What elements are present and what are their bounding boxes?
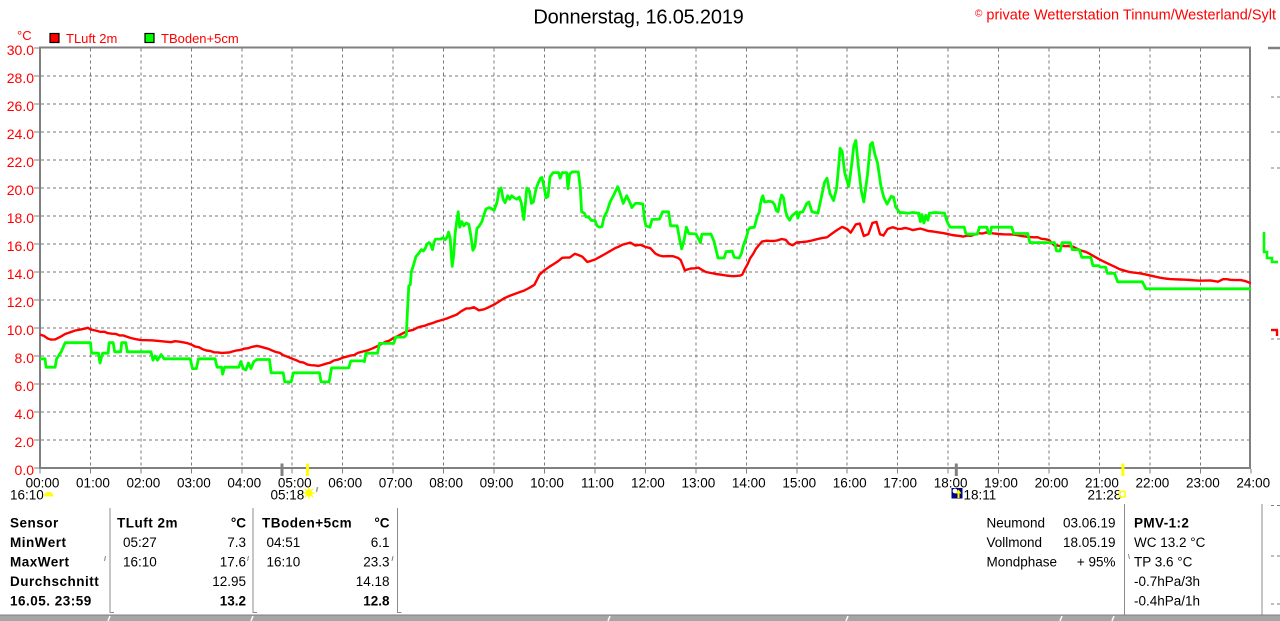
- svg-text:02:00: 02:00: [127, 476, 161, 491]
- svg-text:6.0: 6.0: [15, 378, 35, 394]
- svg-text:+ 95%: + 95%: [1077, 555, 1116, 570]
- svg-text:03:00: 03:00: [177, 476, 211, 491]
- svg-text:°C: °C: [17, 28, 32, 43]
- svg-text:17:00: 17:00: [883, 476, 917, 491]
- svg-text:07:00: 07:00: [379, 476, 413, 491]
- svg-text:23:00: 23:00: [1186, 476, 1220, 491]
- svg-text:18.0: 18.0: [7, 210, 34, 226]
- svg-text:05:27: 05:27: [123, 535, 157, 550]
- svg-text:-0.7hPa/3h: -0.7hPa/3h: [1134, 574, 1200, 589]
- svg-text:8.0: 8.0: [15, 350, 35, 366]
- svg-text:09:00: 09:00: [480, 476, 514, 491]
- svg-text:08:00: 08:00: [429, 476, 463, 491]
- svg-text:TLuft 2m: TLuft 2m: [117, 516, 178, 531]
- svg-text:05:18: 05:18: [271, 488, 305, 503]
- svg-text:Vollmond: Vollmond: [987, 535, 1043, 550]
- svg-text:4.0: 4.0: [15, 406, 35, 422]
- svg-text:TLuft 2m: TLuft 2m: [66, 31, 117, 46]
- svg-text:13:00: 13:00: [681, 476, 715, 491]
- svg-text:21:00: 21:00: [1085, 476, 1119, 491]
- svg-text:Durchschnitt: Durchschnitt: [10, 574, 99, 589]
- svg-text:Neumond: Neumond: [987, 516, 1046, 531]
- svg-text:TBoden+5cm: TBoden+5cm: [161, 31, 239, 46]
- svg-text:06:00: 06:00: [328, 476, 362, 491]
- svg-text:16.0: 16.0: [7, 238, 34, 254]
- svg-text:18:11: 18:11: [964, 488, 997, 503]
- svg-text:0.0: 0.0: [15, 462, 35, 478]
- svg-text:18:00: 18:00: [934, 476, 968, 491]
- svg-text:28.0: 28.0: [7, 70, 34, 86]
- svg-text:01:00: 01:00: [76, 476, 110, 491]
- svg-text:6.1: 6.1: [371, 535, 390, 550]
- svg-text:2.0: 2.0: [15, 434, 35, 450]
- svg-text:00:00: 00:00: [26, 476, 60, 491]
- svg-text:°C: °C: [231, 516, 246, 531]
- svg-text:© private Wetterstation Tinnum: © private Wetterstation Tinnum/Westerlan…: [975, 8, 1276, 24]
- svg-text:17.6: 17.6: [220, 555, 246, 570]
- svg-text:30.0: 30.0: [7, 42, 34, 58]
- svg-text:04:00: 04:00: [227, 476, 261, 491]
- svg-text:18.05.19: 18.05.19: [1063, 535, 1116, 550]
- svg-text:20.0: 20.0: [7, 182, 34, 198]
- svg-text:7.3: 7.3: [227, 535, 246, 550]
- svg-text:05:00: 05:00: [278, 476, 312, 491]
- svg-text:15:00: 15:00: [782, 476, 816, 491]
- svg-text:23.3: 23.3: [363, 555, 389, 570]
- svg-text:24:00: 24:00: [1236, 476, 1270, 491]
- svg-text:MinWert: MinWert: [10, 535, 67, 550]
- svg-text:10.0: 10.0: [7, 322, 34, 338]
- svg-text:Sensor: Sensor: [10, 516, 59, 531]
- svg-text:22:00: 22:00: [1136, 476, 1170, 491]
- svg-text:-0.4hPa/1h: -0.4hPa/1h: [1134, 594, 1200, 609]
- svg-text:MaxWert: MaxWert: [10, 555, 70, 570]
- svg-text:16:10: 16:10: [123, 555, 157, 570]
- svg-text:Donnerstag, 16.05.2019: Donnerstag, 16.05.2019: [533, 7, 743, 29]
- svg-text:19:00: 19:00: [984, 476, 1018, 491]
- svg-text:16.05. 23:59: 16.05. 23:59: [10, 594, 92, 609]
- svg-text:PMV-1:2: PMV-1:2: [1134, 516, 1189, 531]
- svg-text:Mondphase: Mondphase: [987, 555, 1058, 570]
- svg-text:24.0: 24.0: [7, 126, 34, 142]
- svg-text:04:51: 04:51: [267, 535, 301, 550]
- svg-text:14.0: 14.0: [7, 266, 34, 282]
- svg-text:12.8: 12.8: [363, 594, 390, 609]
- svg-text:°C: °C: [374, 516, 389, 531]
- svg-text:03.06.19: 03.06.19: [1063, 516, 1116, 531]
- svg-text:12.95: 12.95: [212, 574, 246, 589]
- svg-text:WC 13.2 °C: WC 13.2 °C: [1134, 535, 1206, 550]
- svg-text:20:00: 20:00: [1035, 476, 1069, 491]
- svg-text:26.0: 26.0: [7, 98, 34, 114]
- svg-text:12.0: 12.0: [7, 294, 34, 310]
- svg-text:10:00: 10:00: [530, 476, 564, 491]
- svg-text:12:00: 12:00: [631, 476, 665, 491]
- svg-text:13.2: 13.2: [220, 594, 246, 609]
- svg-text:11:00: 11:00: [581, 476, 614, 491]
- svg-text:16:10: 16:10: [10, 488, 44, 503]
- svg-text:14.18: 14.18: [356, 574, 390, 589]
- svg-text:16:00: 16:00: [833, 476, 867, 491]
- svg-text:TBoden+5cm: TBoden+5cm: [262, 516, 352, 531]
- svg-text:22.0: 22.0: [7, 154, 34, 170]
- svg-text:14:00: 14:00: [732, 476, 766, 491]
- svg-text:TP 3.6 °C: TP 3.6 °C: [1134, 555, 1193, 570]
- svg-text:21:28: 21:28: [1088, 488, 1122, 503]
- svg-text:16:10: 16:10: [267, 555, 301, 570]
